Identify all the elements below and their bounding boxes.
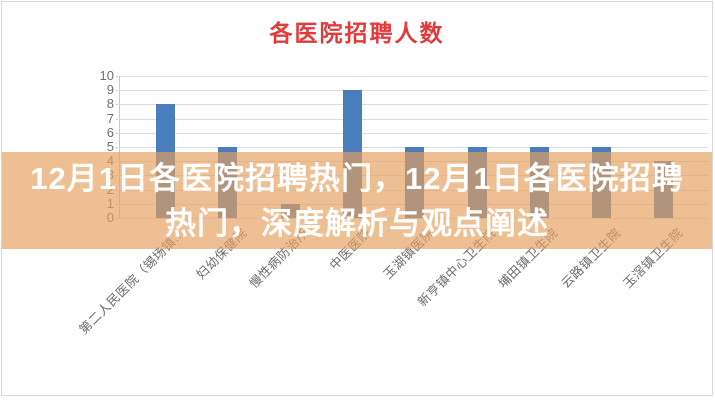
banner-line-1: 12月1日各医院招聘热门，12月1日各医院招聘 bbox=[30, 160, 684, 196]
y-axis-line bbox=[119, 76, 120, 218]
gridline bbox=[119, 104, 708, 106]
y-axis-tick-label: 9 bbox=[106, 82, 114, 98]
banner-line-2: 热门，深度解析与观点阐述 bbox=[165, 205, 549, 241]
gridline bbox=[119, 76, 708, 77]
y-axis-tick-label: 7 bbox=[106, 110, 114, 126]
y-axis-tick bbox=[116, 147, 118, 148]
y-axis-tick-label: 10 bbox=[99, 68, 114, 83]
gridline bbox=[119, 132, 708, 134]
y-axis-tick-label: 6 bbox=[106, 124, 114, 140]
chart-title: 各医院招聘人数 bbox=[269, 20, 445, 46]
y-axis-tick bbox=[116, 90, 118, 92]
gridline bbox=[119, 90, 708, 92]
y-axis-tick bbox=[116, 104, 118, 106]
y-axis-tick bbox=[116, 118, 118, 120]
gridline bbox=[119, 118, 708, 120]
y-axis-tick-label: 5 bbox=[106, 139, 114, 154]
overlay-banner: 12月1日各医院招聘热门，12月1日各医院招聘 热门，深度解析与观点阐述 bbox=[2, 152, 712, 249]
y-axis-tick-label: 8 bbox=[106, 96, 114, 112]
y-axis-tick bbox=[116, 76, 118, 77]
y-axis-tick bbox=[116, 132, 118, 134]
